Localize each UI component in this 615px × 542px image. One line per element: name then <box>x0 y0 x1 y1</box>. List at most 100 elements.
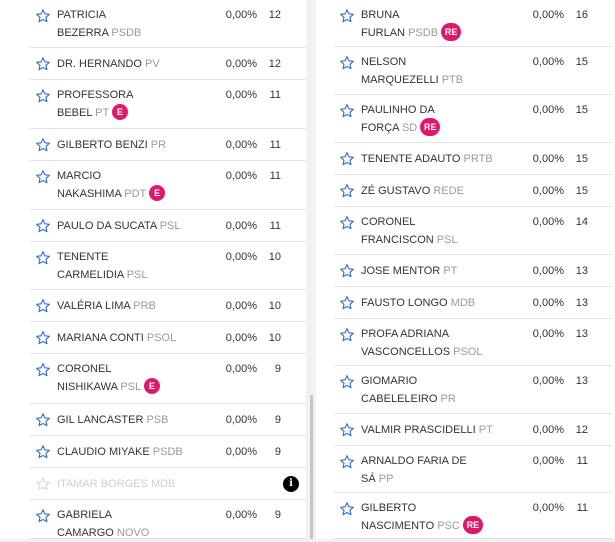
vote-count: 10 <box>268 300 281 312</box>
candidate-name: GIOMARIO CABELELEIRO PR <box>361 372 456 408</box>
vote-percentage: 0,00% <box>225 446 257 458</box>
star-icon[interactable] <box>339 55 355 71</box>
star-icon[interactable] <box>339 215 355 231</box>
candidate-row[interactable]: PATRICIA BEZERRA PSDB 0,00% 12 <box>30 0 306 48</box>
candidate-row[interactable]: GILBERTO BENZI PR 0,00% 11 <box>30 129 306 161</box>
candidate-row[interactable]: BRUNA FURLAN PSDB RE 0,00% 16 <box>334 0 612 47</box>
candidate-name-line1: MARCIO <box>57 170 101 182</box>
candidate-name-line2: CABELELEIRO <box>361 393 438 405</box>
candidate-name: MARCIO NAKASHIMA PDT E <box>57 167 166 203</box>
vote-count: 12 <box>575 424 588 436</box>
candidate-row[interactable]: ARNALDO FARIA DE SÁ PP 0,00% 11 <box>334 446 612 493</box>
candidate-row[interactable]: CORONEL FRANCISCON PSL 0,00% 14 <box>334 207 612 255</box>
candidate-name: BRUNA FURLAN PSDB RE <box>361 6 462 42</box>
star-icon[interactable] <box>35 476 51 492</box>
star-icon[interactable] <box>35 508 51 524</box>
candidate-row[interactable]: PAULINHO DA FORÇA SD RE 0,00% 15 <box>334 95 612 143</box>
candidate-name-line1: GABRIELA <box>57 509 113 521</box>
star-icon[interactable] <box>35 250 51 266</box>
star-icon[interactable] <box>339 103 355 119</box>
candidate-row[interactable]: VALMIR PRASCIDELLI PT 0,00% 12 <box>334 414 612 446</box>
candidate-name: ARNALDO FARIA DE SÁ PP <box>361 452 467 488</box>
candidate-name-line1: PAULO DA SUCATA <box>57 220 157 232</box>
vote-count: 14 <box>575 216 588 228</box>
vote-count: 9 <box>274 509 281 521</box>
candidate-row[interactable]: TENENTE CARMELIDIA PSL 0,00% 10 <box>30 242 306 290</box>
candidate-name: GILBERTO BENZI PR <box>57 136 166 154</box>
star-icon[interactable] <box>35 330 51 346</box>
star-icon[interactable] <box>339 327 355 343</box>
candidate-row[interactable]: PROFESSORA BEBEL PT E 0,00% 11 <box>30 80 306 129</box>
vote-percentage: 0,00% <box>532 56 564 68</box>
vote-count: 16 <box>575 9 588 21</box>
candidate-row[interactable]: ITAMAR BORGES MDB i <box>30 468 306 500</box>
star-icon[interactable] <box>35 412 51 428</box>
vote-percentage: 0,00% <box>225 170 257 182</box>
party-label: NOVO <box>116 527 150 539</box>
star-icon[interactable] <box>339 151 355 167</box>
star-icon[interactable] <box>35 88 51 104</box>
star-icon[interactable] <box>339 374 355 390</box>
star-icon[interactable] <box>339 454 355 470</box>
candidate-name: VALÉRIA LIMA PRB <box>57 297 156 315</box>
star-icon[interactable] <box>35 298 51 314</box>
candidate-row[interactable]: TENENTE ADAUTO PRTB 0,00% 15 <box>334 143 612 175</box>
star-icon[interactable] <box>339 183 355 199</box>
star-icon[interactable] <box>35 8 51 24</box>
candidate-row[interactable]: MARIANA CONTI PSOL 0,00% 10 <box>30 322 306 354</box>
candidate-name: GIL LANCASTER PSB <box>57 411 168 429</box>
star-icon[interactable] <box>35 169 51 185</box>
party-label: PV <box>145 58 160 70</box>
candidate-name-line1: GILBERTO BENZI <box>57 139 148 151</box>
party-label: PTB <box>441 74 464 86</box>
vote-count: 9 <box>274 446 281 458</box>
star-icon[interactable] <box>339 501 355 517</box>
candidate-name: PATRICIA BEZERRA PSDB <box>57 6 141 42</box>
candidate-row[interactable]: CORONEL NISHIKAWA PSL E 0,00% 9 <box>30 354 306 404</box>
candidate-row[interactable]: VALÉRIA LIMA PRB 0,00% 10 <box>30 290 306 322</box>
candidate-row[interactable]: GILBERTO NASCIMENTO PSC RE 0,00% 11 <box>334 493 612 539</box>
star-icon[interactable] <box>339 295 355 311</box>
candidate-row[interactable]: MARCIO NAKASHIMA PDT E 0,00% 11 <box>30 161 306 210</box>
vote-percentage: 0,00% <box>225 220 257 232</box>
star-icon[interactable] <box>35 56 51 72</box>
candidate-name-line1: GILBERTO <box>361 502 417 514</box>
candidate-row[interactable]: FAUSTO LONGO MDB 0,00% 13 <box>334 287 612 319</box>
candidate-row[interactable]: NELSON MARQUEZELLI PTB 0,00% 15 <box>334 47 612 95</box>
candidate-name: FAUSTO LONGO MDB <box>361 294 475 312</box>
vote-percentage: 0,00% <box>532 216 564 228</box>
candidate-row[interactable]: GIL LANCASTER PSB 0,00% 9 <box>30 404 306 436</box>
scrollbar-track[interactable] <box>308 0 314 539</box>
vote-percentage: 0,00% <box>225 139 257 151</box>
star-icon[interactable] <box>35 444 51 460</box>
info-icon[interactable]: i <box>283 476 299 492</box>
star-icon[interactable] <box>35 362 51 378</box>
candidate-row[interactable]: CLAUDIO MIYAKE PSDB 0,00% 9 <box>30 436 306 468</box>
candidate-name-line1: DR. HERNANDO <box>57 58 142 70</box>
star-icon[interactable] <box>339 422 355 438</box>
party-label: REDE <box>433 185 464 197</box>
scrollbar-thumb[interactable] <box>310 395 313 539</box>
party-label: PSOL <box>453 346 483 358</box>
candidate-row[interactable]: GIOMARIO CABELELEIRO PR 0,00% 13 <box>334 366 612 414</box>
candidate-row[interactable]: PAULO DA SUCATA PSL 0,00% 11 <box>30 210 306 242</box>
star-icon[interactable] <box>339 8 355 24</box>
vote-percentage: 0,00% <box>532 185 564 197</box>
candidate-row[interactable]: DR. HERNANDO PV 0,00% 12 <box>30 48 306 80</box>
candidate-row[interactable]: JOSE MENTOR PT 0,00% 13 <box>334 255 612 287</box>
star-icon[interactable] <box>339 263 355 279</box>
party-label: PSL <box>159 220 181 232</box>
star-icon[interactable] <box>35 137 51 153</box>
vote-percentage: 0,00% <box>532 328 564 340</box>
party-label: PRB <box>133 300 156 312</box>
candidate-name: CORONEL FRANCISCON PSL <box>361 213 458 249</box>
candidate-name-line1: VALÉRIA LIMA <box>57 300 131 312</box>
party-label: PSL <box>120 381 141 393</box>
vote-count: 11 <box>576 502 588 514</box>
vote-count: 15 <box>575 153 588 165</box>
candidate-row[interactable]: GABRIELA CAMARGO NOVO 0,00% 9 <box>30 500 306 539</box>
star-icon[interactable] <box>35 218 51 234</box>
candidate-row[interactable]: ZÉ GUSTAVO REDE 0,00% 15 <box>334 175 612 207</box>
candidate-row[interactable]: PROFA ADRIANA VASCONCELLOS PSOL 0,00% 13 <box>334 319 612 366</box>
candidate-name-line1: FAUSTO LONGO <box>361 297 448 309</box>
